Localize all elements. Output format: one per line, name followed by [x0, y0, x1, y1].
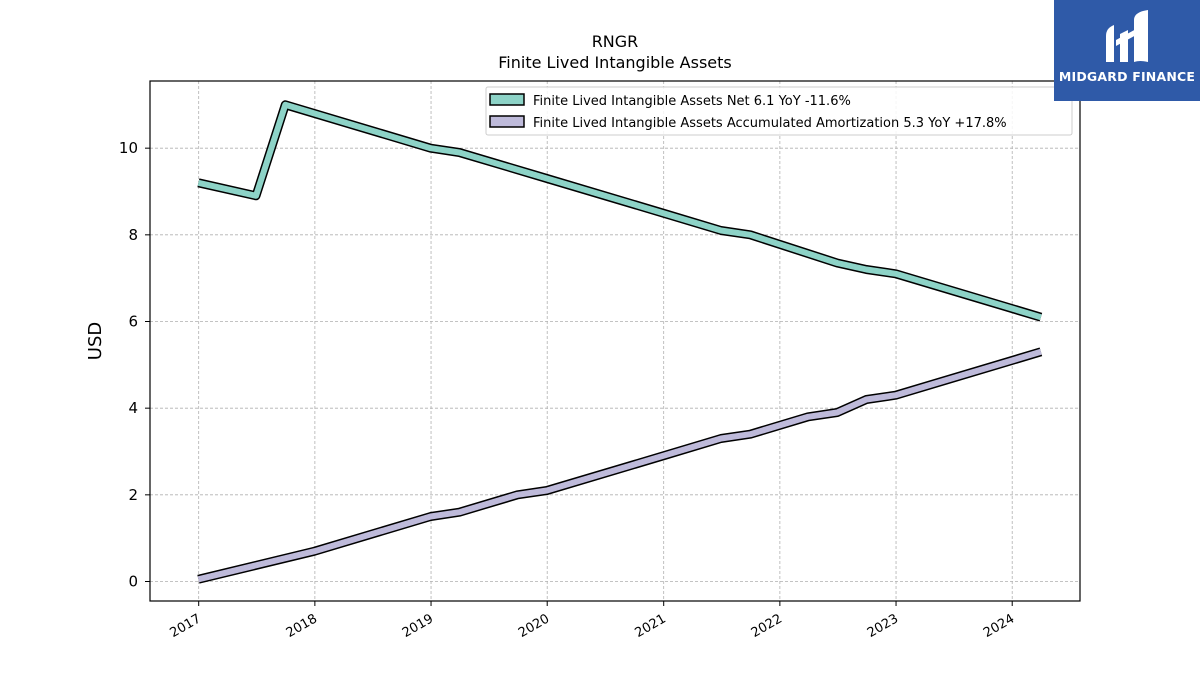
x-tick-label: 2020 [516, 611, 552, 641]
chart-subtitle: Finite Lived Intangible Assets [498, 53, 731, 72]
y-axis-label: USD [85, 322, 106, 360]
y-tick-label: 2 [128, 486, 138, 504]
logo-text: MIDGARD FINANCE [1058, 69, 1196, 84]
x-tick-label: 2019 [400, 611, 436, 641]
legend-box [485, 86, 1073, 136]
y-tick-label: 0 [128, 573, 138, 591]
y-tick-label: 10 [119, 139, 138, 157]
x-tick-label: 2022 [749, 611, 785, 641]
series-amortization-line [197, 348, 1042, 583]
series-net-line [197, 101, 1042, 321]
x-tick-label: 2021 [633, 611, 669, 641]
series-net-line-outline [197, 100, 1043, 322]
y-tick-label: 4 [128, 399, 138, 417]
y-tick-label: 8 [128, 226, 138, 244]
y-tick-label: 6 [128, 313, 138, 331]
plot-frame [149, 80, 1081, 602]
legend-swatch-net [489, 93, 525, 106]
legend-label-amortization: Finite Lived Intangible Assets Accumulat… [533, 116, 1007, 131]
series-layer [197, 100, 1043, 584]
legend: Finite Lived Intangible Assets Net 6.1 Y… [485, 86, 1073, 136]
midgard-finance-logo: MIDGARD FINANCE [1054, 0, 1200, 101]
x-axis: 2017 2018 2019 2020 2021 2022 2023 2024 [168, 601, 1017, 641]
x-tick-label: 2017 [168, 611, 204, 641]
logo-mark-icon [1106, 10, 1148, 62]
y-axis: 0 2 4 6 8 10 [119, 139, 150, 591]
legend-swatch-amortization [489, 115, 525, 128]
x-tick-label: 2024 [981, 611, 1017, 641]
x-tick-label: 2023 [865, 611, 901, 641]
x-tick-label: 2018 [284, 611, 320, 641]
grid [150, 81, 1080, 601]
chart-title: RNGR [592, 32, 639, 51]
legend-label-net: Finite Lived Intangible Assets Net 6.1 Y… [533, 94, 851, 109]
